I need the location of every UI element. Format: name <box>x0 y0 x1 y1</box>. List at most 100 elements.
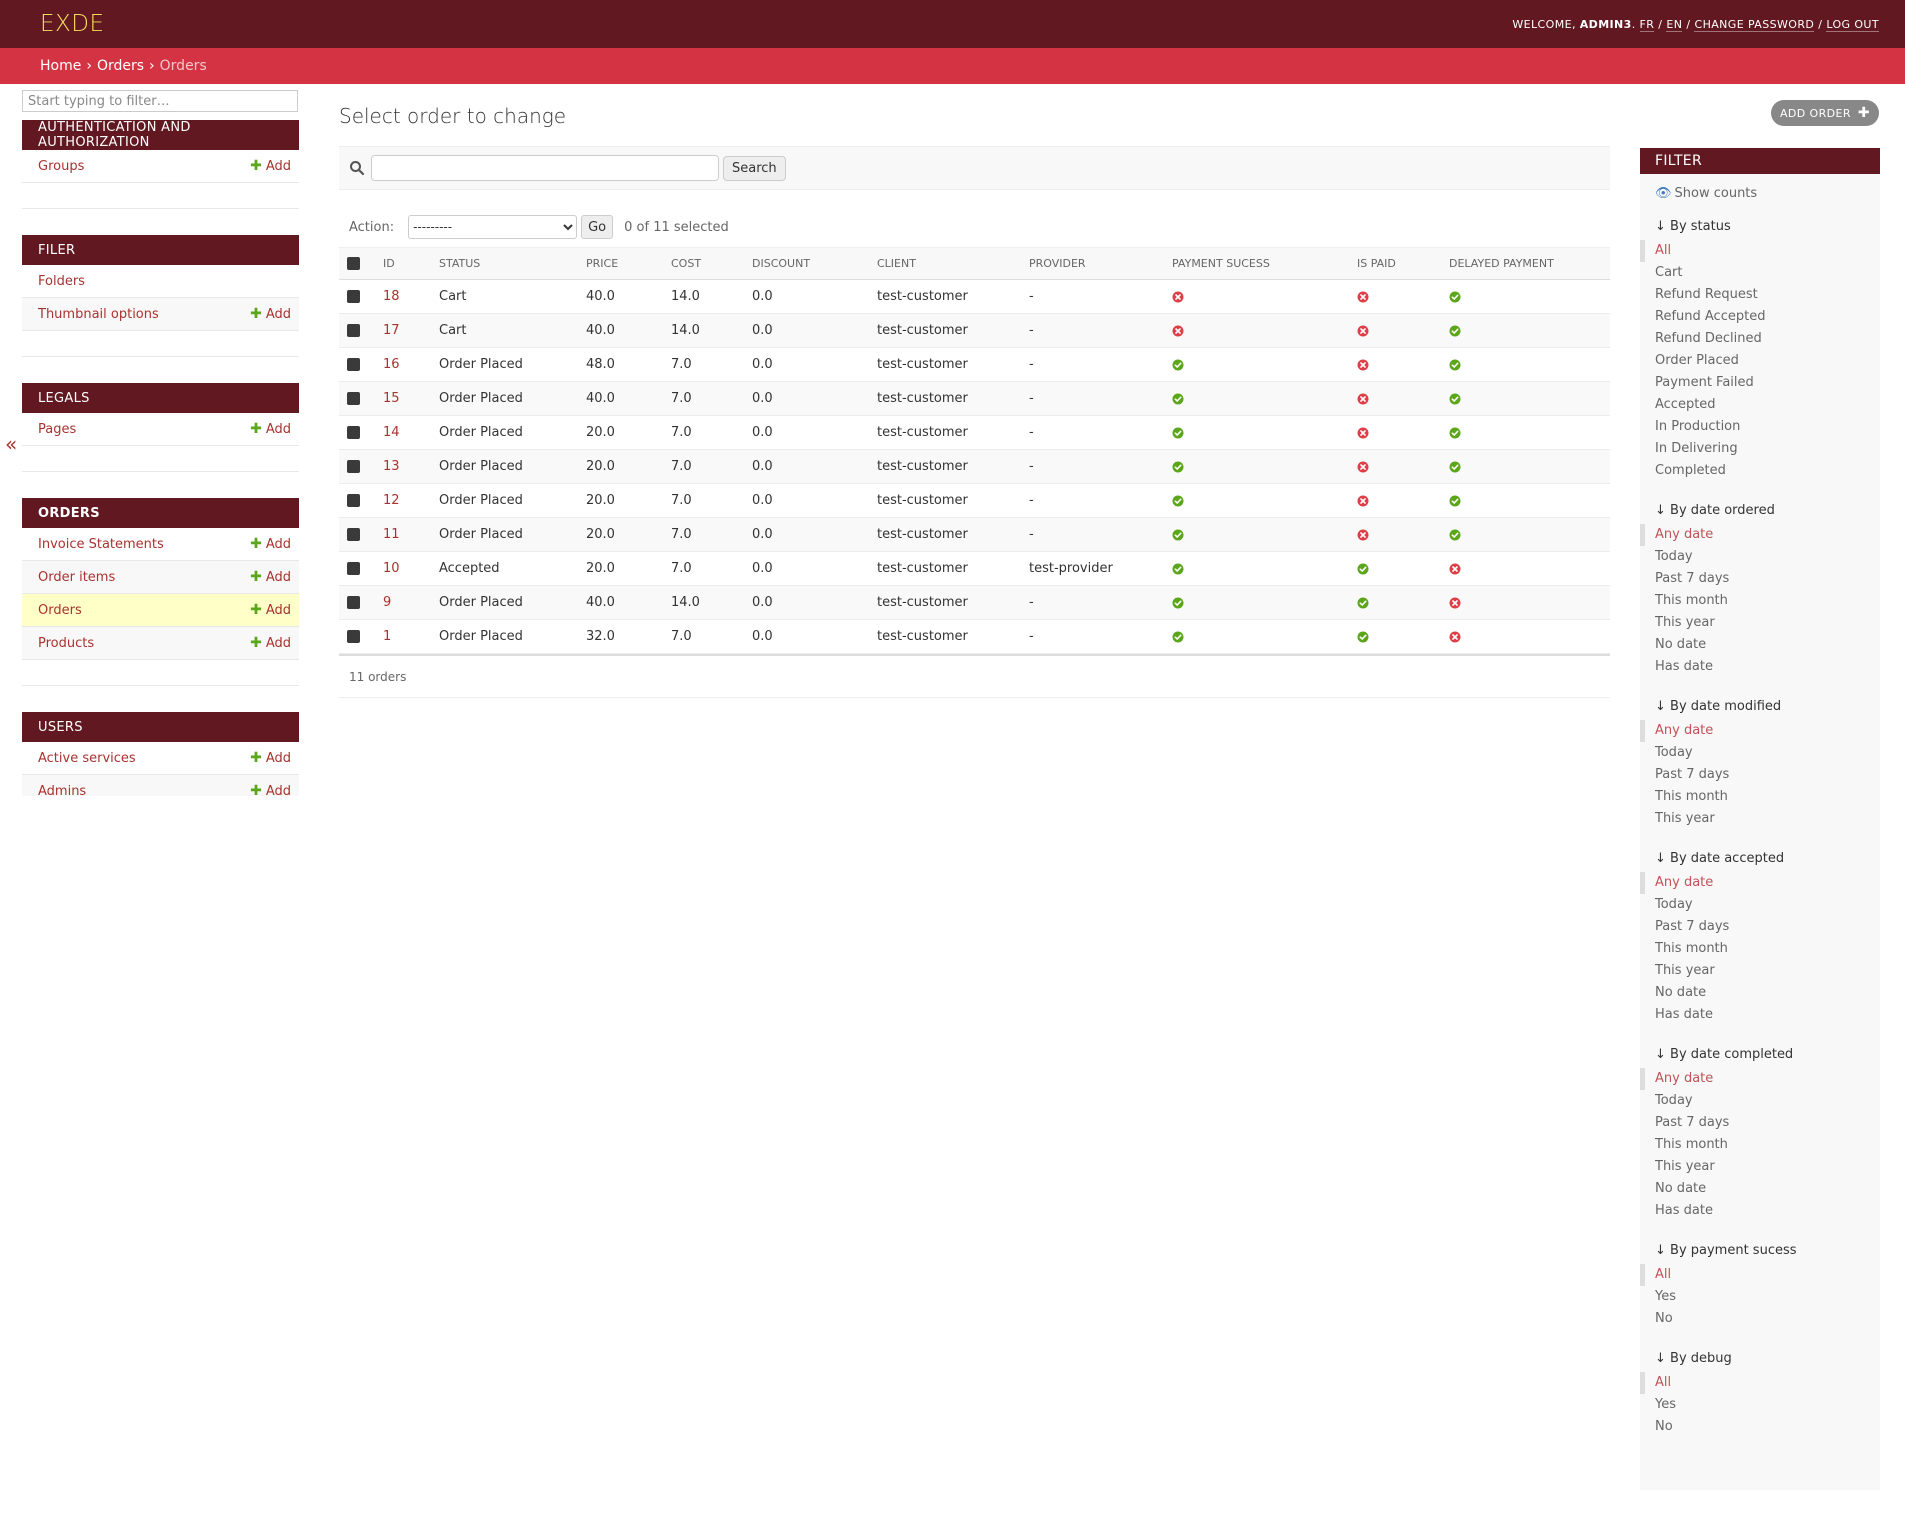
filter-option-link[interactable]: Accepted <box>1655 397 1716 412</box>
filter-option-link[interactable]: In Delivering <box>1655 441 1738 456</box>
app-caption[interactable]: Filer <box>22 235 299 265</box>
filter-option-link[interactable]: Has date <box>1655 659 1713 674</box>
filter-option-link[interactable]: No <box>1655 1419 1673 1434</box>
filter-option-link[interactable]: Any date <box>1655 723 1714 738</box>
row-checkbox[interactable] <box>347 596 360 609</box>
row-checkbox[interactable] <box>347 358 360 371</box>
filter-option-link[interactable]: This month <box>1655 941 1728 956</box>
sidebar-item-link[interactable]: Admins <box>38 783 87 797</box>
filter-option-link[interactable]: Completed <box>1655 463 1726 478</box>
toggle-sidebar-button[interactable]: « <box>5 432 18 456</box>
filter-option-link[interactable]: This year <box>1655 615 1715 630</box>
column-header[interactable]: Is paid <box>1357 257 1396 270</box>
row-checkbox[interactable] <box>347 392 360 405</box>
sidebar-add-link[interactable]: ✚ Add <box>250 421 291 437</box>
row-checkbox[interactable] <box>347 290 360 303</box>
order-id-link[interactable]: 10 <box>383 561 400 576</box>
filter-option-link[interactable]: Past 7 days <box>1655 571 1730 586</box>
sidebar-add-link[interactable]: ✚ Add <box>250 536 291 552</box>
order-id-link[interactable]: 16 <box>383 357 400 372</box>
sidebar-item-link[interactable]: Groups <box>38 158 85 174</box>
filter-option-link[interactable]: This year <box>1655 1159 1715 1174</box>
column-header[interactable]: Provider <box>1029 257 1086 270</box>
filter-option-link[interactable]: Refund Accepted <box>1655 309 1766 324</box>
filter-option-link[interactable]: Refund Request <box>1655 287 1758 302</box>
filter-option-link[interactable]: All <box>1655 1267 1672 1282</box>
select-all-checkbox[interactable] <box>347 257 360 271</box>
filter-option-link[interactable]: Yes <box>1655 1289 1676 1304</box>
filter-option-link[interactable]: Today <box>1655 745 1693 760</box>
row-checkbox[interactable] <box>347 630 360 643</box>
sidebar-item-link[interactable]: Folders <box>38 273 85 289</box>
row-checkbox[interactable] <box>347 528 360 541</box>
filter-option-link[interactable]: Refund Declined <box>1655 331 1762 346</box>
filter-option-link[interactable]: Cart <box>1655 265 1683 280</box>
filter-option-link[interactable]: Today <box>1655 1093 1693 1108</box>
row-checkbox[interactable] <box>347 562 360 575</box>
filter-option-link[interactable]: Past 7 days <box>1655 919 1730 934</box>
row-checkbox[interactable] <box>347 324 360 337</box>
filter-option-link[interactable]: All <box>1655 1375 1672 1390</box>
filter-option-link[interactable]: This year <box>1655 811 1715 826</box>
filter-option-link[interactable]: Order Placed <box>1655 353 1739 368</box>
filter-option-link[interactable]: Has date <box>1655 1007 1713 1022</box>
filter-option-link[interactable]: Today <box>1655 897 1693 912</box>
row-checkbox[interactable] <box>347 494 360 507</box>
sidebar-item-link[interactable]: Orders <box>38 602 82 618</box>
column-header[interactable]: ID <box>383 257 395 270</box>
column-header[interactable]: Status <box>439 257 481 270</box>
sidebar-add-link[interactable]: ✚ Add <box>250 569 291 585</box>
order-id-link[interactable]: 1 <box>383 629 392 644</box>
row-checkbox[interactable] <box>347 426 360 439</box>
logout-link[interactable]: Log out <box>1826 17 1879 32</box>
filter-option-link[interactable]: No date <box>1655 1181 1707 1196</box>
app-caption[interactable]: Orders <box>22 498 299 528</box>
row-checkbox[interactable] <box>347 460 360 473</box>
column-header[interactable]: Payment sucess <box>1172 257 1270 270</box>
column-header[interactable]: Delayed payment <box>1449 257 1554 270</box>
breadcrumb-app[interactable]: Orders <box>96 58 145 74</box>
search-button[interactable]: Search <box>723 155 786 181</box>
filter-option-link[interactable]: In Production <box>1655 419 1741 434</box>
search-input[interactable] <box>371 155 719 181</box>
change-password-link[interactable]: Change password <box>1694 17 1815 32</box>
go-button[interactable]: Go <box>581 215 614 239</box>
sidebar-add-link[interactable]: ✚ Add <box>250 750 291 766</box>
filter-option-link[interactable]: Any date <box>1655 527 1714 542</box>
order-id-link[interactable]: 9 <box>383 595 392 610</box>
filter-option-link[interactable]: No date <box>1655 985 1707 1000</box>
filter-option-link[interactable]: Has date <box>1655 1203 1713 1218</box>
action-select[interactable]: --------- <box>408 215 578 239</box>
filter-option-link[interactable]: No date <box>1655 637 1707 652</box>
filter-option-link[interactable]: Any date <box>1655 1071 1714 1086</box>
order-id-link[interactable]: 18 <box>383 289 400 304</box>
order-id-link[interactable]: 11 <box>383 527 400 542</box>
column-header[interactable]: Client <box>877 257 916 270</box>
show-counts-link[interactable]: 👁 Show counts <box>1640 174 1880 212</box>
sidebar-add-link[interactable]: ✚ Add <box>250 602 291 618</box>
filter-option-link[interactable]: Any date <box>1655 875 1714 890</box>
order-id-link[interactable]: 12 <box>383 493 400 508</box>
filter-option-link[interactable]: This month <box>1655 1137 1728 1152</box>
sidebar-item-link[interactable]: Thumbnail options <box>38 306 159 322</box>
order-id-link[interactable]: 14 <box>383 425 400 440</box>
sidebar-item-link[interactable]: Order items <box>38 569 116 585</box>
filter-option-link[interactable]: Today <box>1655 549 1693 564</box>
sidebar-item-link[interactable]: Products <box>38 635 95 651</box>
filter-option-link[interactable]: Yes <box>1655 1397 1676 1412</box>
breadcrumb-home[interactable]: Home <box>40 58 82 74</box>
sidebar-filter-input[interactable] <box>22 90 298 112</box>
filter-option-link[interactable]: Payment Failed <box>1655 375 1754 390</box>
lang-fr-link[interactable]: FR <box>1639 17 1655 32</box>
order-id-link[interactable]: 17 <box>383 323 400 338</box>
column-header[interactable]: Price <box>586 257 619 270</box>
filter-option-link[interactable]: This month <box>1655 593 1728 608</box>
filter-option-link[interactable]: This year <box>1655 963 1715 978</box>
sidebar-item-link[interactable]: Invoice Statements <box>38 536 164 552</box>
filter-option-link[interactable]: No <box>1655 1311 1673 1326</box>
order-id-link[interactable]: 15 <box>383 391 400 406</box>
app-caption[interactable]: Users <box>22 712 299 742</box>
filter-option-link[interactable]: This month <box>1655 789 1728 804</box>
lang-en-link[interactable]: EN <box>1666 17 1683 32</box>
sidebar-add-link[interactable]: ✚ Add <box>250 306 291 322</box>
